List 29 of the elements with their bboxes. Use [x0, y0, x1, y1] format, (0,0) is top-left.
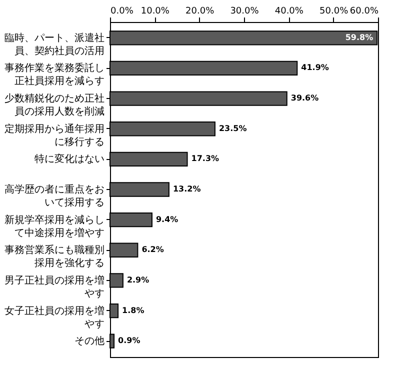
y-tick-label: 特に変化はない [34, 153, 104, 166]
y-tick-label: 事務作業を業務委託し正社員採用を減らす [4, 62, 104, 88]
y-tick-label: その他 [74, 335, 104, 348]
data-label: 39.6% [290, 94, 319, 103]
y-tick-label: 女子正社員の採用を増やす [4, 304, 104, 330]
data-label: 6.2% [142, 245, 164, 254]
x-tick-label: 0.0% [110, 6, 134, 16]
y-tick-label: 高学歴の者に重点をおいて採用する [4, 184, 104, 208]
data-label: 17.3% [191, 154, 220, 164]
x-tick-label: 40.0% [274, 6, 304, 16]
data-label: 13.2% [172, 184, 201, 194]
y-tick-label: 事務営業系にも職種別採用を強化する [4, 244, 104, 270]
y-tick-label: 新規学卒採用を減らして中途採用を増やす [4, 214, 104, 239]
y-tick-label: 少数精鋭化のため正社員の採用人数を削減 [4, 92, 104, 118]
x-tick-label: 30.0% [230, 6, 260, 16]
data-label: 41.9% [301, 63, 329, 72]
data-label: 1.8% [122, 306, 144, 315]
data-label: 0.9% [118, 336, 140, 346]
x-tick-label: 60.0% [350, 6, 379, 16]
x-tick-label: 10.0% [140, 6, 170, 16]
x-tick-label: 20.0% [186, 6, 215, 16]
y-tick-label: 臨時、パート、派遣社員、契約社員の活用 [4, 32, 104, 57]
data-label: 2.9% [126, 275, 150, 284]
y-tick-label: 男子正社員の採用を増やす [4, 274, 104, 300]
x-tick-label: 50.0% [320, 6, 349, 16]
y-tick-label: 定期採用から通年採用に移行する [4, 122, 104, 148]
data-label: 59.8% [345, 32, 374, 42]
data-label: 23.5% [218, 124, 247, 133]
data-label: 9.4% [156, 214, 178, 224]
